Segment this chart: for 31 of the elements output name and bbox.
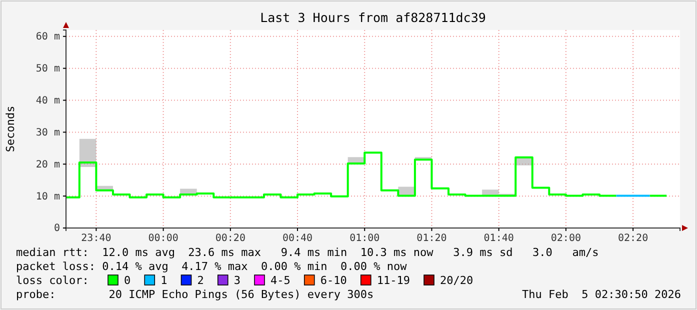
legend-label: 2: [197, 274, 204, 287]
x-tick-label: 00:20: [215, 233, 246, 244]
y-tick-label: 10 m: [36, 191, 60, 202]
text: packet loss: 0.14 % avg 4.17 % max 0.00 % min 0.00 % now: [16, 260, 408, 273]
legend-label: 11-19: [376, 274, 410, 287]
text: Thu Feb 5 02:30:50 2026: [522, 288, 681, 301]
y-axis-title: Seconds: [4, 106, 17, 152]
legend-title: loss color:: [16, 274, 89, 287]
legend-label: 1: [160, 274, 168, 287]
x-tick-label: 01:20: [416, 233, 447, 244]
y-tick-label: 30 m: [36, 127, 60, 138]
x-tick-label: 01:40: [484, 233, 514, 244]
x-tick-label: 00:00: [148, 233, 178, 244]
legend-label: 0: [124, 274, 131, 287]
legend-label: 20/20: [440, 274, 474, 287]
chart-title: Last 3 Hours from af828711dc39: [260, 10, 486, 25]
y-tick-label: 50 m: [36, 64, 60, 75]
y-tick-label: 40 m: [36, 95, 60, 106]
text: median rtt: 12.0 ms avg 23.6 ms max 9.4 ms min 10.3 ms now 3.9 ms sd 3.0 am/s: [16, 246, 599, 259]
y-tick-label: 60 m: [36, 32, 60, 43]
y-tick-label: 0: [54, 223, 60, 234]
x-tick-label: 00:40: [282, 233, 313, 244]
legend-label: 6-10: [320, 274, 347, 287]
text: probe: 20 ICMP Echo Pings (56 Bytes) every 300s: [16, 288, 374, 301]
legend-label: 3: [234, 274, 240, 287]
legend-label: 4-5: [270, 274, 290, 287]
x-tick-label: 02:20: [618, 233, 648, 244]
x-tick-label: 01:00: [350, 233, 380, 244]
x-tick-label: 02:00: [550, 233, 581, 244]
y-tick-label: 20 m: [36, 159, 60, 170]
x-tick-label: 23:40: [81, 233, 112, 244]
